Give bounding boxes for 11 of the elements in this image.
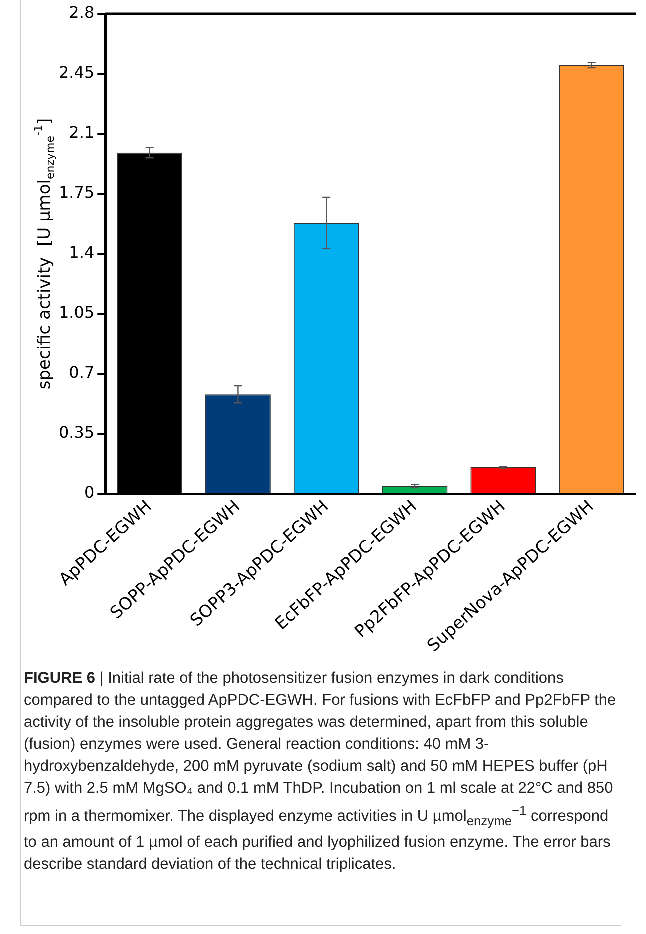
- y-axis-title: specific activity [U µmolenzyme-1]: [32, 118, 57, 390]
- y-tick-label: 1.05: [59, 303, 95, 322]
- y-tick-label: 0: [84, 483, 95, 502]
- y-tick-label: 2.45: [59, 63, 95, 82]
- text: FIGURE 6 | Initial rate of the photosensitizer fusion enzymes in dark conditions compared to the untagged ApPDC-EGWH. For fusions with EcFbFP and Pp2FbFP the activity of the insoluble protein aggregates was determined, apart from this soluble (fusion) enzymes were used. General reaction conditions: 40 mM 3-hydroxybenzaldehyde, 200 mM pyruvate (sodium salt) and 50 mM HEPES buffer (pH 7.5) with 2.5 mM MgSO₄ and 0.1 mM ThDP. Incubation on 1 ml scale at 22°C and 850 rpm in a thermomixer. The displayed enzyme activities in U µmol$_{enzyme}$$^{−1}$ correspond to an amount of 1 µmol of each purified and lyophilized fusion enzyme. The error bars describe standard deviation of the technical triplicates.: [24, 670, 616, 874]
- y-tick-label: 0.7: [69, 363, 95, 382]
- y-tick-label: 1.4: [69, 243, 95, 262]
- y-tick-label: 0.35: [59, 423, 95, 442]
- y-tick-label: 2.1: [69, 123, 95, 142]
- y-tick-label: 1.75: [59, 183, 95, 202]
- y-tick-label: 2.8: [69, 3, 95, 22]
